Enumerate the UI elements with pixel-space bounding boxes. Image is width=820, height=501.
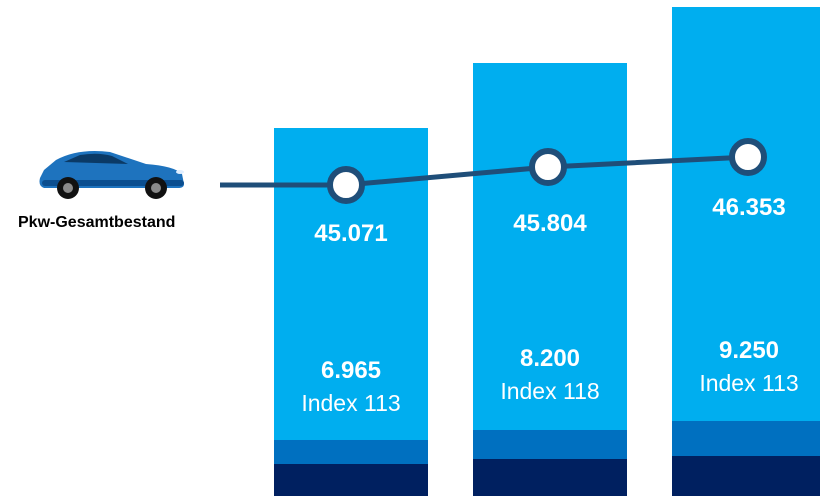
data-point: [529, 148, 567, 186]
index-label: Index 118: [500, 378, 599, 404]
bar-2: [473, 63, 627, 496]
sub-value-label: 9.250: [719, 337, 779, 364]
bar-segment-middle: [473, 430, 627, 459]
data-point: [729, 138, 767, 176]
car-legend-label: Pkw-Gesamtbestand: [18, 214, 176, 231]
bar-segment-middle: [274, 440, 428, 464]
index-label: Index 113: [301, 390, 400, 416]
bar-segment-bottom: [672, 456, 820, 496]
data-point: [327, 166, 365, 204]
car-icon: [39, 151, 184, 199]
series-line: [220, 154, 749, 188]
sub-value-label: 6.965: [321, 357, 381, 384]
total-value-label: 45.071: [314, 220, 387, 247]
bar-segment-top: [672, 7, 820, 496]
sub-value-label: 8.200: [520, 345, 580, 372]
total-value-label: 45.804: [513, 210, 587, 237]
bar-3: [672, 7, 820, 496]
bar-segment-bottom: [473, 459, 627, 496]
index-label: Index 113: [699, 370, 798, 396]
total-value-label: 46.353: [712, 194, 785, 221]
bar-segment-middle: [672, 421, 820, 456]
bar-segment-bottom: [274, 464, 428, 496]
bar-segment-top: [473, 63, 627, 496]
